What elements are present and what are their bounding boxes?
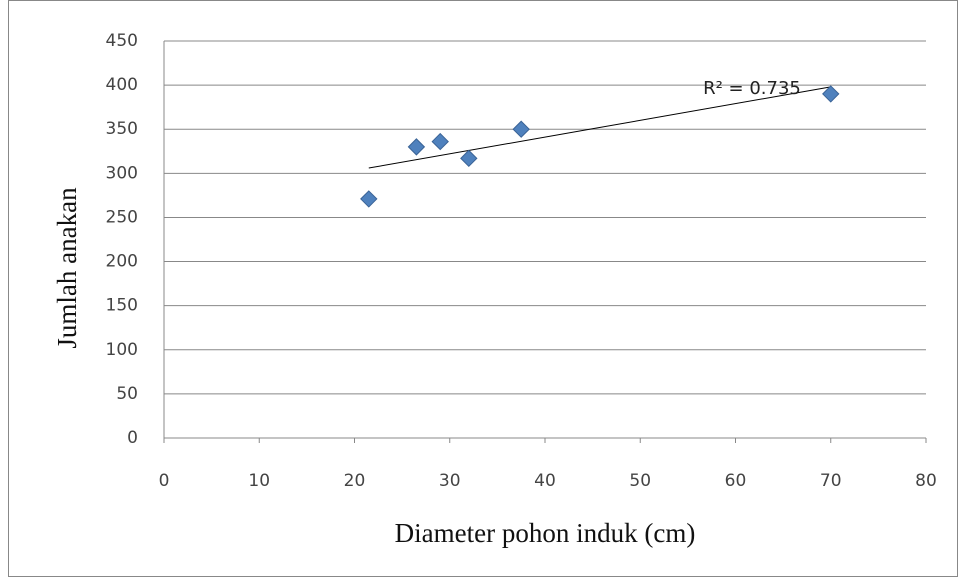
x-tick-label: 10	[248, 471, 270, 491]
y-tick-label: 0	[127, 428, 138, 448]
y-tick-label: 300	[106, 163, 138, 183]
x-tick-label: 30	[439, 471, 461, 491]
x-tick-label: 50	[629, 471, 651, 491]
x-tick-label: 0	[159, 471, 170, 491]
y-tick-label: 100	[106, 340, 138, 360]
y-tick-label: 250	[106, 207, 138, 227]
y-tick-label: 50	[116, 384, 138, 404]
x-tick-label: 70	[820, 471, 842, 491]
y-tick-label: 150	[106, 296, 138, 316]
x-tick-label: 60	[725, 471, 747, 491]
x-axis-label: Diameter pohon induk (cm)	[395, 518, 696, 548]
x-tick-label: 80	[915, 471, 937, 491]
y-tick-label: 400	[106, 75, 138, 95]
page: Diameter pohon induk (cm) Jumlah anakan …	[0, 0, 959, 578]
trendline-annotation: R² = 0.735	[703, 78, 801, 99]
y-tick-label: 350	[106, 119, 138, 139]
y-axis-label: Jumlah anakan	[52, 187, 82, 349]
x-tick-label: 40	[534, 471, 556, 491]
x-tick-label: 20	[344, 471, 366, 491]
y-tick-label: 450	[106, 31, 138, 51]
y-tick-label: 200	[106, 252, 138, 272]
chart-frame	[9, 1, 958, 577]
chart: Diameter pohon induk (cm) Jumlah anakan …	[0, 0, 959, 578]
